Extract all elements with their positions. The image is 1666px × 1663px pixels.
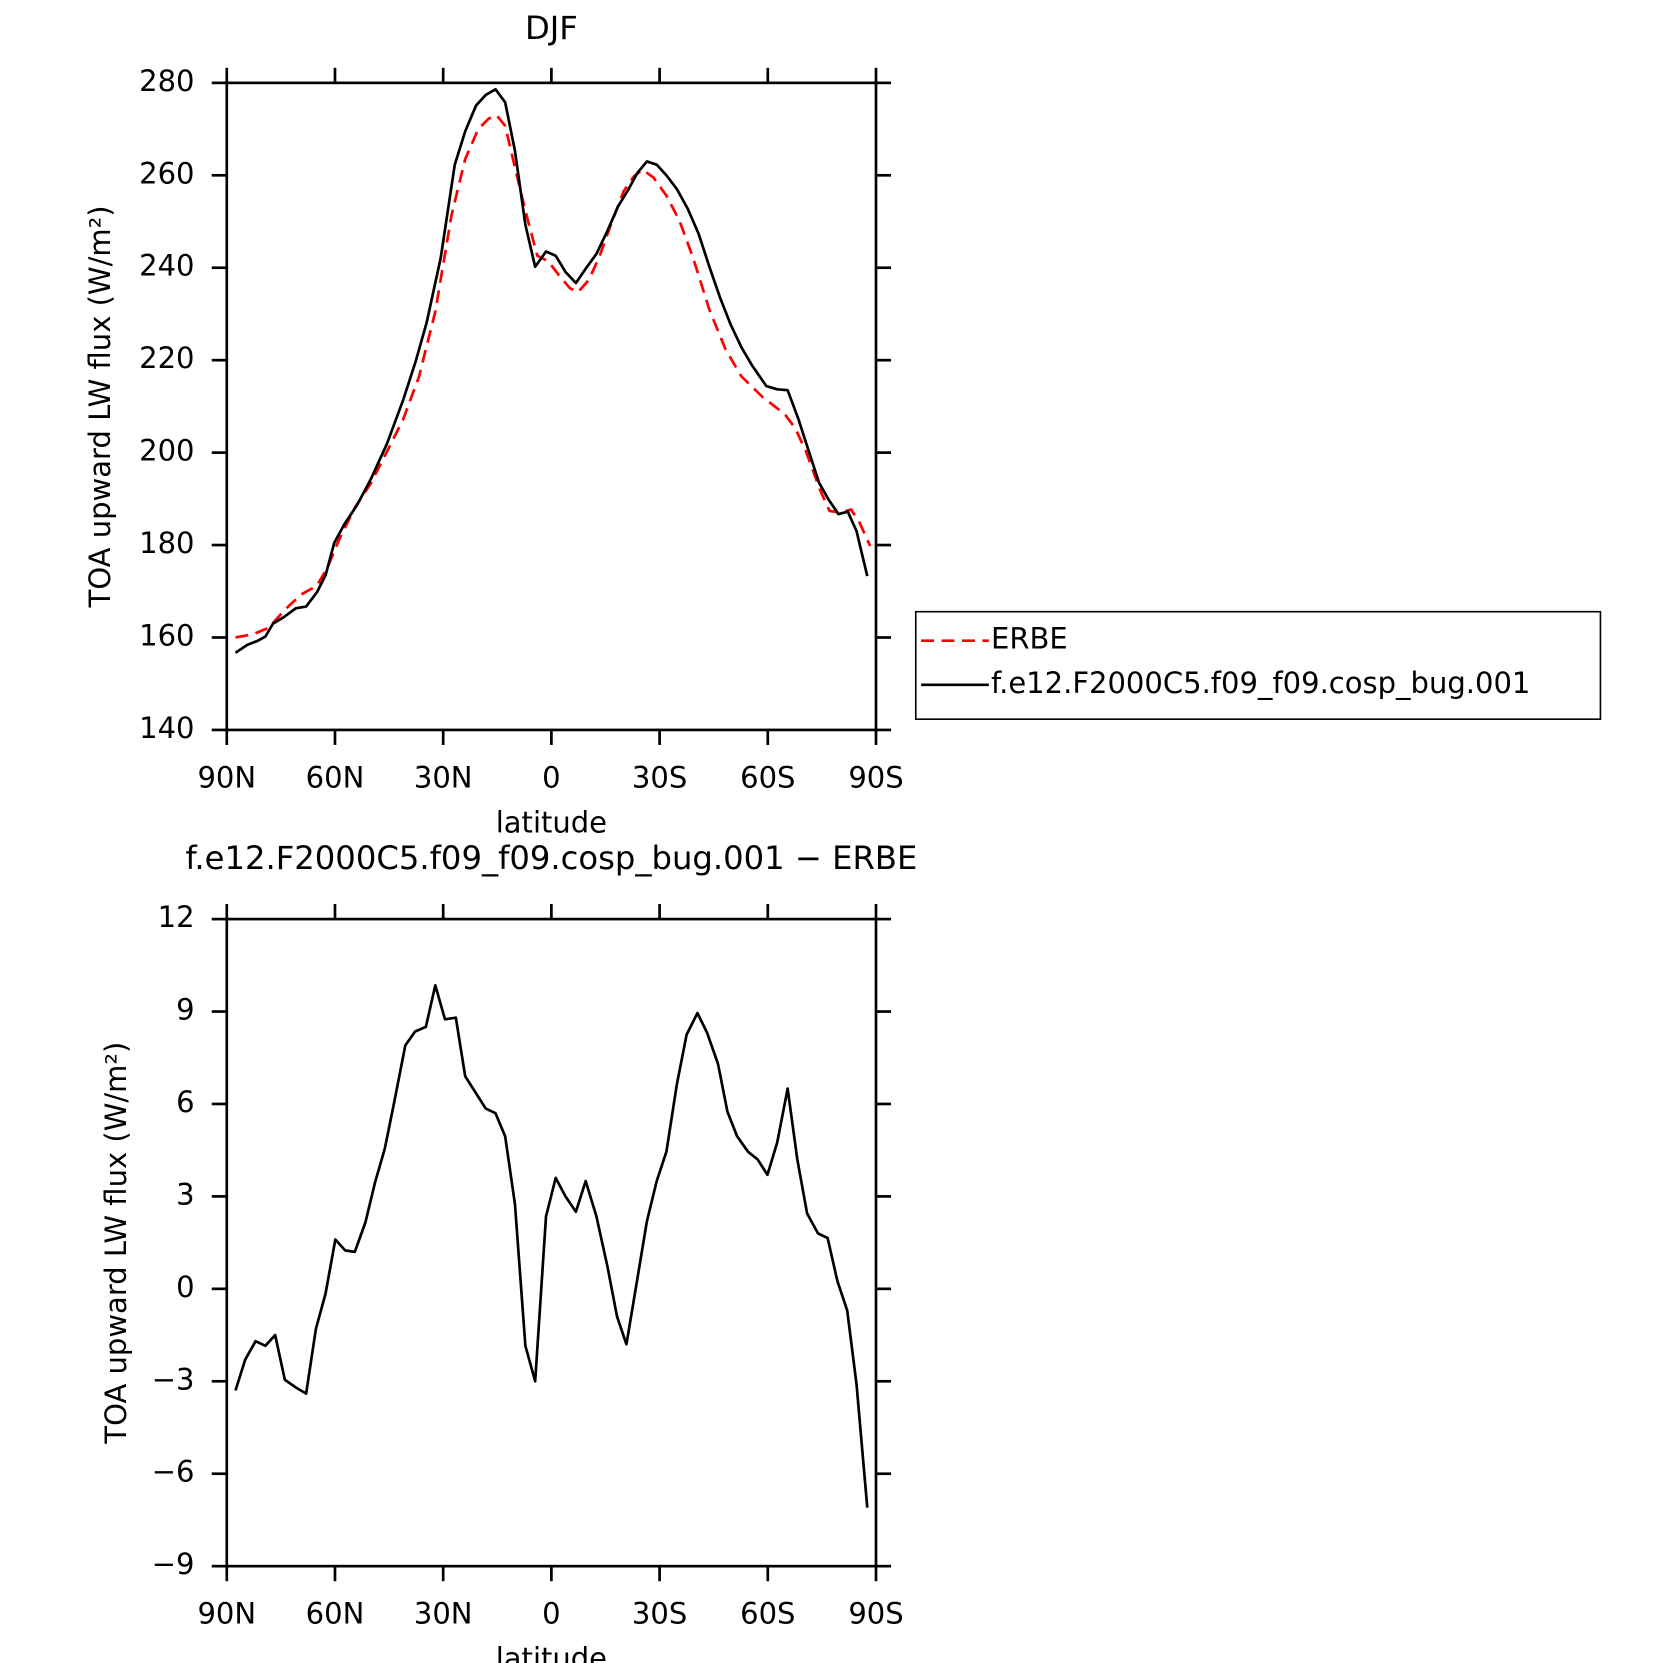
y-tick-label: 220 [139, 341, 194, 375]
x-tick-label: 30N [414, 1597, 473, 1631]
y-tick-label: 12 [158, 900, 195, 934]
y-tick-label: 0 [176, 1270, 194, 1304]
x-tick-label: 60N [306, 1597, 365, 1631]
y-tick-label: 240 [139, 249, 194, 283]
x-tick-label: 0 [542, 1597, 560, 1631]
y-axis-label: TOA upward LW flux (W/m²) [83, 205, 117, 608]
y-tick-label: −6 [152, 1455, 195, 1489]
y-tick-label: 3 [176, 1177, 194, 1211]
plot-frame [225, 81, 878, 732]
x-tick-label: 90N [197, 760, 256, 794]
y-axis-label: TOA upward LW flux (W/m²) [99, 1042, 133, 1445]
legend-box [914, 610, 1602, 720]
plot-frame [225, 917, 878, 1568]
x-axis-label: latitude [496, 1642, 607, 1663]
chart-title: f.e12.F2000C5.f09_f09.cosp_bug.001 − ERB… [185, 839, 917, 877]
x-tick-label: 0 [542, 760, 560, 794]
chart-title: DJF [525, 9, 578, 47]
x-tick-label: 60N [306, 760, 365, 794]
x-tick-label: 30N [414, 760, 473, 794]
x-axis-label: latitude [496, 806, 607, 840]
x-tick-label: 30S [632, 1597, 687, 1631]
x-tick-label: 90N [197, 1597, 256, 1631]
data-line [234, 983, 869, 1508]
y-tick-label: 200 [139, 434, 194, 468]
y-tick-label: −3 [152, 1362, 195, 1396]
y-tick-label: 180 [139, 526, 194, 560]
x-tick-label: 90S [848, 760, 903, 794]
x-tick-label: 60S [740, 1597, 795, 1631]
x-tick-label: 60S [740, 760, 795, 794]
x-tick-label: 90S [848, 1597, 903, 1631]
y-tick-label: 6 [176, 1085, 194, 1119]
y-tick-label: 260 [139, 156, 194, 190]
y-tick-label: 280 [139, 64, 194, 98]
y-tick-label: −9 [152, 1547, 195, 1581]
y-tick-label: 160 [139, 618, 194, 652]
legend-label: ERBE [991, 622, 1068, 656]
x-tick-label: 30S [632, 760, 687, 794]
data-line [234, 87, 869, 654]
legend-label: f.e12.F2000C5.f09_f09.cosp_bug.001 [991, 666, 1530, 700]
y-tick-label: 140 [139, 711, 194, 745]
y-tick-label: 9 [176, 993, 194, 1027]
